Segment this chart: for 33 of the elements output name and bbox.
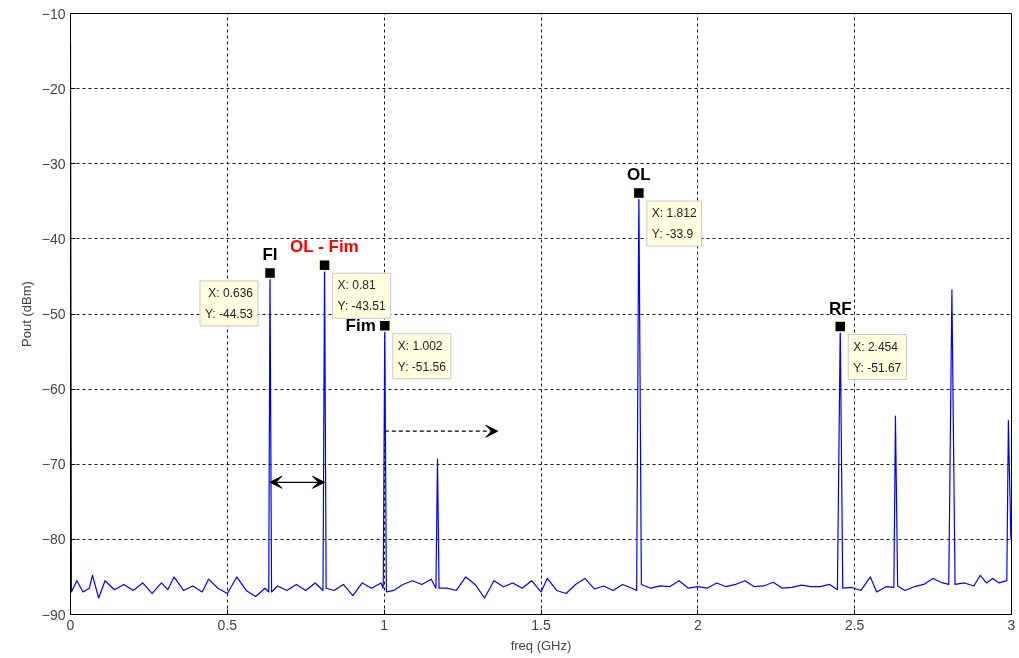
annotation: X: 1.812 Y: -33.9 (651, 206, 697, 242)
annotation: X: 2.454 Y: -51.67 (853, 339, 902, 375)
point (378, 319, 392, 332)
y-tick-label: −80 (41, 531, 66, 548)
annotation: OL (627, 165, 651, 185)
x-tick-label: 1 (380, 616, 389, 633)
annotation: RF (828, 298, 852, 318)
point (263, 266, 277, 280)
annotation: OL - Fim (290, 237, 359, 257)
y-tick-label: −40 (41, 230, 66, 247)
y-tick-label: −30 (41, 155, 66, 172)
x-tick-label: 0 (66, 616, 75, 633)
y-tick-label: −90 (41, 606, 66, 623)
y-tick-label: −50 (41, 306, 66, 322)
annotation: FI (262, 244, 278, 264)
x-tick-label: 1.5 (531, 616, 551, 633)
y-tick-label: −10 (41, 5, 66, 22)
y-axis-title: Pout (dBm) (18, 281, 34, 347)
x-axis-title: freq (GHz) (510, 637, 572, 653)
point (632, 186, 646, 200)
x-tick-label: 2.5 (844, 616, 865, 633)
annotation: X: 0.636 Y: -44.53 (204, 285, 254, 321)
y-tick-label: −60 (41, 381, 66, 398)
annotation: X: 1.002 Y: -51.56 (397, 338, 447, 374)
annotation: X: 0.81 Y: -43.51 (337, 278, 386, 314)
annotation: Fim (345, 316, 376, 336)
point (833, 320, 847, 333)
y-tick-label: −20 (41, 80, 66, 97)
point (318, 258, 331, 272)
x-tick-label: 0.5 (217, 616, 238, 633)
x-tick-label: 3 (1007, 616, 1016, 633)
x-tick-label: 2 (693, 616, 702, 633)
y-tick-label: −70 (41, 456, 66, 473)
